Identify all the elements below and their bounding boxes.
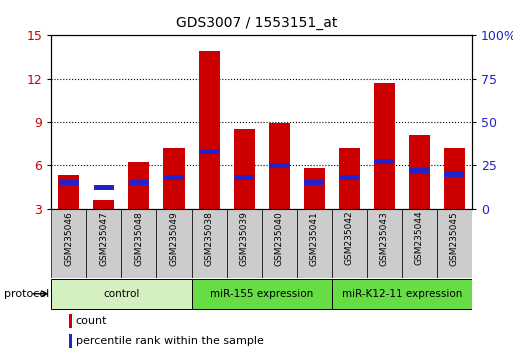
Text: miR-K12-11 expression: miR-K12-11 expression <box>342 289 462 299</box>
Bar <box>94 185 114 190</box>
Bar <box>86 209 122 278</box>
Text: GDS3007 / 1553151_at: GDS3007 / 1553151_at <box>176 16 337 30</box>
Text: GSM235046: GSM235046 <box>64 211 73 266</box>
Bar <box>93 200 114 209</box>
Text: miR-155 expression: miR-155 expression <box>210 289 313 299</box>
Bar <box>402 209 437 278</box>
Bar <box>409 135 430 209</box>
Bar <box>304 180 324 185</box>
Bar <box>69 334 72 348</box>
Bar <box>269 163 289 168</box>
Bar <box>233 129 254 209</box>
Bar <box>51 279 191 309</box>
Bar <box>164 148 185 209</box>
Text: GSM235047: GSM235047 <box>100 211 108 266</box>
Bar <box>367 209 402 278</box>
Bar <box>444 148 465 209</box>
Bar <box>332 209 367 278</box>
Bar <box>69 314 72 328</box>
Bar <box>164 175 184 180</box>
Text: GSM235042: GSM235042 <box>345 211 354 266</box>
Bar <box>374 159 394 165</box>
Bar <box>58 176 80 209</box>
Bar <box>51 209 86 278</box>
Text: GSM235045: GSM235045 <box>450 211 459 266</box>
Bar <box>297 209 332 278</box>
Text: GSM235038: GSM235038 <box>205 211 213 266</box>
Bar <box>374 83 395 209</box>
Bar <box>409 168 429 173</box>
Bar <box>227 209 262 278</box>
Bar <box>339 175 359 180</box>
Text: GSM235039: GSM235039 <box>240 211 249 266</box>
Text: control: control <box>103 289 140 299</box>
Bar <box>437 209 472 278</box>
Text: GSM235043: GSM235043 <box>380 211 389 266</box>
Bar <box>128 162 149 209</box>
Text: percentile rank within the sample: percentile rank within the sample <box>76 336 264 347</box>
Bar <box>339 148 360 209</box>
Bar <box>199 51 220 209</box>
Bar <box>191 209 227 278</box>
Bar <box>304 168 325 209</box>
Bar <box>262 209 297 278</box>
Text: count: count <box>76 316 107 326</box>
Text: protocol: protocol <box>4 289 50 299</box>
Bar <box>191 279 332 309</box>
Bar <box>269 124 290 209</box>
Bar <box>156 209 191 278</box>
Bar <box>122 209 156 278</box>
Text: GSM235048: GSM235048 <box>134 211 144 266</box>
Text: GSM235049: GSM235049 <box>169 211 179 266</box>
Bar <box>234 175 254 180</box>
Text: GSM235044: GSM235044 <box>415 211 424 266</box>
Bar <box>59 180 79 185</box>
Bar <box>199 149 219 154</box>
Bar <box>332 279 472 309</box>
Text: GSM235041: GSM235041 <box>310 211 319 266</box>
Text: GSM235040: GSM235040 <box>274 211 284 266</box>
Bar <box>444 171 464 177</box>
Bar <box>129 180 149 185</box>
